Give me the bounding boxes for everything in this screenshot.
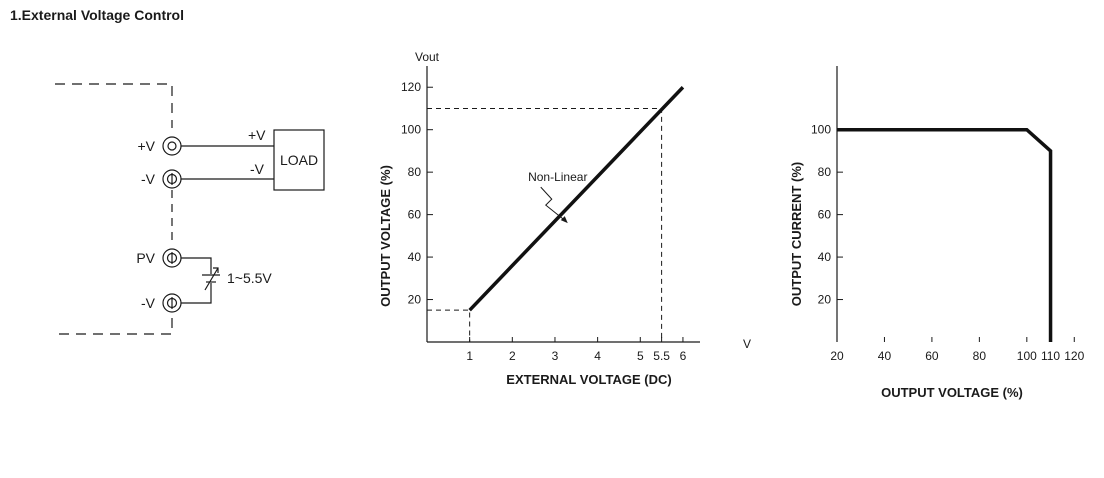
- enclosure-bottom-dash: [55, 318, 173, 335]
- chart2-x-tick-label: 80: [973, 349, 987, 363]
- chart1-y-tick-label: 60: [408, 208, 422, 222]
- chart1-x-tick-label: 1: [466, 349, 473, 363]
- chart1-x-axis-title: EXTERNAL VOLTAGE (DC): [506, 372, 671, 387]
- source-label: 1~5.5V: [227, 270, 272, 286]
- chart2-x-tick-label: 120: [1064, 349, 1084, 363]
- chart2-y-tick-label: 60: [818, 208, 832, 222]
- chart1-y-tick-label: 120: [401, 80, 421, 94]
- chart1-y-tick-label: 100: [401, 123, 421, 137]
- chart1-x-tick-label: 3: [552, 349, 559, 363]
- chart1-x-unit-label: V: [743, 337, 751, 351]
- wire-neg2: [181, 283, 212, 304]
- chart1-annotation-arrowhead: [560, 216, 568, 224]
- chart1-y-unit-label: Vout: [415, 50, 440, 64]
- enclosure-top-dash: [55, 83, 173, 128]
- load-box: [273, 129, 325, 191]
- chart1-y-tick-label: 40: [408, 250, 422, 264]
- chart2-x-tick-label: 40: [878, 349, 892, 363]
- chart1-x-tick-label: 4: [594, 349, 601, 363]
- terminal-neg-label: -V: [141, 171, 156, 187]
- chart2-x-tick-label: 110: [1041, 349, 1060, 363]
- terminal-neg2-label: -V: [141, 295, 156, 311]
- circuit-labels: +V -V +V -V LOAD PV -V 1~5.5V: [136, 127, 318, 311]
- load-label: LOAD: [280, 152, 318, 168]
- chart1-x-tick-label: 6: [680, 349, 687, 363]
- chart2-y-tick-label: 20: [818, 293, 832, 307]
- page-title: 1.External Voltage Control: [10, 7, 184, 23]
- circuit-diagram: [55, 83, 325, 335]
- terminal-pv-label: PV: [136, 250, 155, 266]
- chart1-x-tick-label: 5.5: [653, 349, 670, 363]
- chart2-x-tick-label: 100: [1017, 349, 1037, 363]
- chart1-annotation: Non-Linear: [528, 170, 587, 184]
- chart2-x-axis-title: OUTPUT VOLTAGE (%): [881, 385, 1023, 400]
- load-pos-label: +V: [248, 127, 266, 143]
- wire-pv: [181, 257, 212, 274]
- chart2-series-line: [837, 127, 1053, 342]
- chart1-y-tick-label: 20: [408, 293, 422, 307]
- terminal-pos-label: +V: [137, 138, 155, 154]
- chart2-x-tick-label: 20: [830, 349, 844, 363]
- terminal-neg2-symbol: [162, 293, 182, 313]
- terminal-pv-symbol: [162, 248, 182, 268]
- chart1-reference-guide: [427, 309, 471, 342]
- chart2-y-tick-label: 100: [811, 123, 831, 137]
- chart2-x-tick-label: 60: [925, 349, 939, 363]
- terminal-neg-symbol: [162, 169, 182, 189]
- chart2-y-tick-label: 40: [818, 250, 832, 264]
- chart1-x-tick-label: 5: [637, 349, 644, 363]
- chart1-y-tick-label: 80: [408, 165, 422, 179]
- terminal-pos-symbol: [162, 136, 182, 156]
- chart1-series-line: [468, 86, 685, 312]
- chart2-y-axis-title: OUTPUT CURRENT (%): [789, 162, 804, 306]
- chart1-annotation-leader: [540, 186, 567, 222]
- chart1-reference-guide: [427, 107, 663, 342]
- chart-output-current: 20 40 60 80 100 20 40 60 80 100 110 120 OUTPUT VOLTA…: [789, 66, 1085, 400]
- chart1-y-axis-title: OUTPUT VOLTAGE (%): [378, 165, 393, 307]
- variable-arrow-icon: [204, 267, 219, 291]
- chart1-x-tick-label: 2: [509, 349, 516, 363]
- chart2-y-tick-label: 80: [818, 165, 832, 179]
- load-neg-label: -V: [250, 161, 265, 177]
- chart-external-voltage: 20 40 60 80 100 120 1 2 3 4 5 5.5 6 Non-Linear Vout V EX…: [378, 50, 751, 387]
